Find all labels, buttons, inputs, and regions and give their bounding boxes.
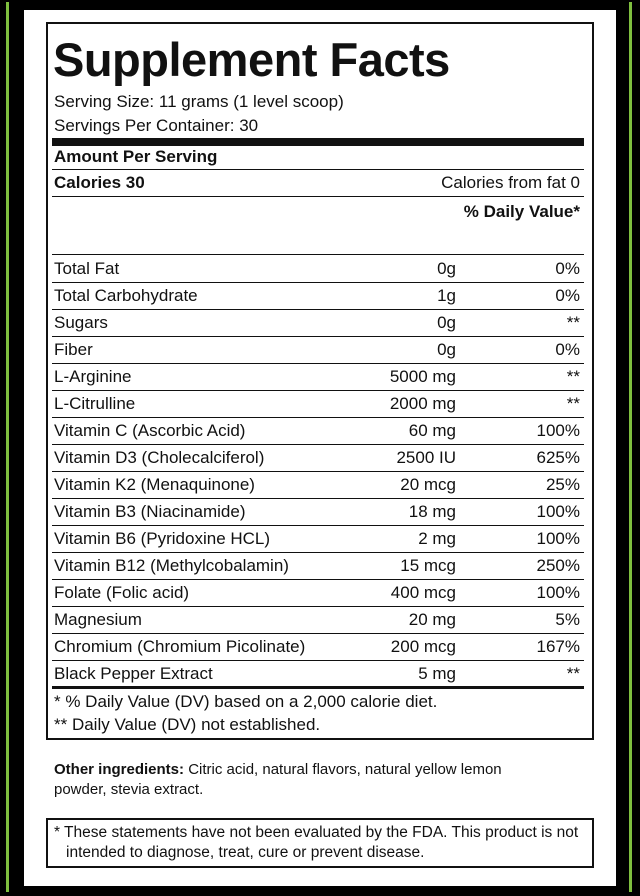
label-panel <box>24 10 616 886</box>
other-ingredients-label: Other ingredients: <box>54 761 185 778</box>
amount-per-serving: Amount Per Serving <box>54 147 218 166</box>
nutrient-amount: 2000 mg <box>389 394 456 413</box>
nutrient-amount: 15 mcg <box>400 556 456 575</box>
nutrient-daily-value: 0% <box>555 340 580 359</box>
nutrient-name: Vitamin K2 (Menaquinone) <box>54 475 255 494</box>
row-divider <box>52 579 584 580</box>
divider <box>52 138 584 146</box>
nutrient-daily-value: ** <box>566 664 580 683</box>
row-divider <box>52 417 584 418</box>
row-divider <box>52 633 584 634</box>
nutrient-daily-value: 100% <box>536 421 580 440</box>
nutrient-daily-value: ** <box>566 367 580 386</box>
nutrient-daily-value: 167% <box>536 637 580 656</box>
nutrient-daily-value: 250% <box>536 556 580 575</box>
footnote: ** Daily Value (DV) not established. <box>54 715 321 734</box>
nutrient-name: Vitamin B12 (Methylcobalamin) <box>54 556 289 575</box>
row-divider <box>52 498 584 499</box>
nutrient-amount: 0g <box>437 259 456 278</box>
row-divider <box>52 282 584 283</box>
nutrient-amount: 20 mcg <box>400 475 456 494</box>
nutrient-name: L-Arginine <box>54 367 132 386</box>
nutrient-daily-value: ** <box>566 394 580 413</box>
nutrient-name: Vitamin B3 (Niacinamide) <box>54 502 246 521</box>
row-divider <box>52 660 584 661</box>
nutrient-name: Black Pepper Extract <box>54 664 213 683</box>
nutrient-amount: 2500 IU <box>396 448 456 467</box>
nutrient-amount: 18 mg <box>408 502 456 521</box>
row-divider <box>52 390 584 391</box>
nutrient-daily-value: 100% <box>536 529 580 548</box>
nutrient-amount: 0g <box>437 313 456 332</box>
disclaimer-box <box>46 818 594 868</box>
calories: Calories 30 <box>54 173 145 192</box>
nutrient-amount: 60 mg <box>408 421 456 440</box>
nutrient-amount: 5 mg <box>418 664 456 683</box>
serving-size: Serving Size: 11 grams (1 level scoop) <box>54 92 344 111</box>
nutrient-name: Total Carbohydrate <box>54 286 198 305</box>
nutrient-name: L-Citrulline <box>54 394 136 413</box>
nutrient-amount: 400 mcg <box>390 583 456 602</box>
other-ingredients-text: Citric acid, natural flavors, natural ye… <box>54 761 502 798</box>
nutrient-daily-value: 100% <box>536 583 580 602</box>
row-divider <box>52 606 584 607</box>
row-divider <box>52 525 584 526</box>
footnote: * % Daily Value (DV) based on a 2,000 ca… <box>54 692 438 711</box>
nutrient-name: Folate (Folic acid) <box>54 583 190 602</box>
nutrient-name: Fiber <box>54 340 93 359</box>
row-divider <box>52 552 584 553</box>
divider <box>52 686 584 689</box>
nutrient-daily-value: 25% <box>545 475 580 494</box>
divider <box>52 196 584 197</box>
row-divider <box>52 363 584 364</box>
nutrient-amount: 1g <box>437 286 456 305</box>
nutrient-name: Total Fat <box>54 259 120 278</box>
nutrient-amount: 20 mg <box>408 610 456 629</box>
row-divider <box>52 444 584 445</box>
nutrient-daily-value: 625% <box>536 448 580 467</box>
nutrient-name: Magnesium <box>54 610 142 629</box>
disclaimer: * These statements have not been evaluat… <box>54 823 590 863</box>
title: Supplement Facts <box>53 33 450 86</box>
other-ingredients: Other ingredients: Citric acid, natural … <box>54 760 524 800</box>
nutrient-daily-value: 0% <box>555 286 580 305</box>
nutrient-amount: 2 mg <box>418 529 456 548</box>
nutrient-name: Vitamin C (Ascorbic Acid) <box>54 421 246 440</box>
row-divider <box>52 309 584 310</box>
nutrient-name: Vitamin B6 (Pyridoxine HCL) <box>54 529 271 548</box>
nutrient-amount: 5000 mg <box>389 367 456 386</box>
facts-box <box>46 22 594 740</box>
nutrient-name: Sugars <box>54 313 108 332</box>
nutrient-daily-value: ** <box>566 313 580 332</box>
row-divider <box>52 471 584 472</box>
disclaimer-text: * These statements have not been evaluat… <box>54 824 579 861</box>
nutrient-daily-value: 0% <box>555 259 580 278</box>
nutrient-amount: 0g <box>437 340 456 359</box>
nutrient-daily-value: 5% <box>555 610 580 629</box>
nutrient-amount: 200 mcg <box>390 637 456 656</box>
divider <box>52 169 584 170</box>
nutrient-name: Chromium (Chromium Picolinate) <box>54 637 306 656</box>
nutrient-daily-value: 100% <box>536 502 580 521</box>
row-divider <box>52 336 584 337</box>
nutrient-name: Vitamin D3 (Cholecalciferol) <box>54 448 265 467</box>
servings-per-container: Servings Per Container: 30 <box>54 116 259 135</box>
divider <box>52 254 584 255</box>
calories-from-fat: Calories from fat 0 <box>441 173 580 192</box>
daily-value-header: % Daily Value* <box>463 202 580 221</box>
frame <box>6 2 632 892</box>
